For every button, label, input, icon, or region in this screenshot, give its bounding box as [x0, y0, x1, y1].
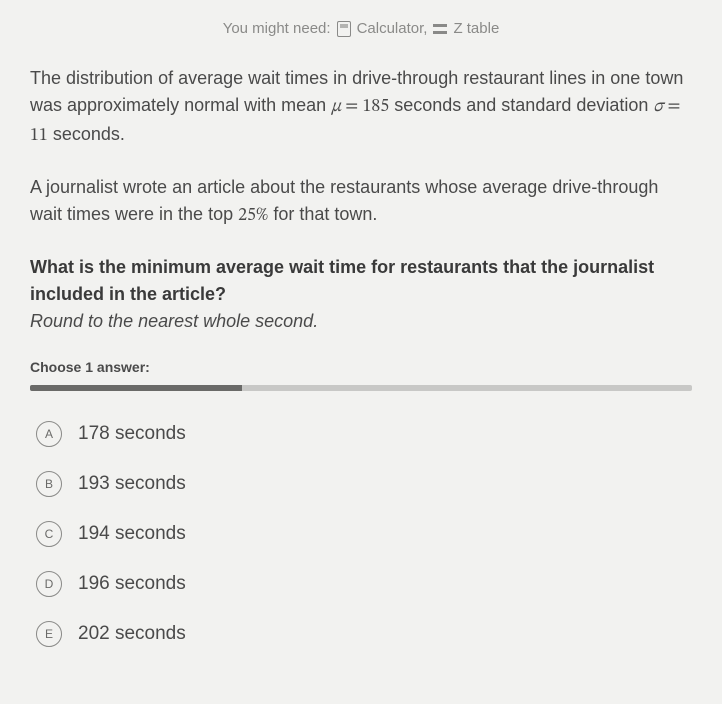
choice-d[interactable]: D 196 seconds [30, 559, 692, 609]
progress-bar [30, 385, 692, 391]
question-text: What is the minimum average wait time fo… [30, 257, 654, 304]
eq1: = [341, 98, 362, 116]
choice-text-e: 202 seconds [78, 623, 186, 645]
eq2: = [663, 98, 680, 116]
choice-e[interactable]: E 202 seconds [30, 609, 692, 659]
problem-paragraph-1: The distribution of average wait times i… [30, 65, 692, 150]
hint-calculator-link[interactable]: Calculator, [357, 20, 428, 37]
choice-text-a: 178 seconds [78, 423, 186, 445]
p2-text-b: for that town. [268, 204, 377, 224]
hint-ztable-link[interactable]: Z table [453, 20, 499, 37]
percent-value: 25% [238, 207, 268, 225]
problem-paragraph-2: A journalist wrote an article about the … [30, 174, 692, 230]
choice-letter-c: C [36, 521, 62, 547]
mean-value: 185 [362, 98, 389, 116]
ztable-icon[interactable] [433, 23, 447, 35]
choice-a[interactable]: A 178 seconds [30, 409, 692, 459]
choice-text-b: 193 seconds [78, 473, 186, 495]
p1-text-c: seconds. [48, 124, 125, 144]
choices-group: A 178 seconds B 193 seconds C 194 second… [30, 409, 692, 659]
choice-b[interactable]: B 193 seconds [30, 459, 692, 509]
choose-label: Choose 1 answer: [30, 359, 692, 375]
sd-value: 11 [30, 127, 48, 145]
p1-text-b: seconds and standard deviation [389, 95, 653, 115]
choice-letter-a: A [36, 421, 62, 447]
sigma-symbol: σ [653, 98, 663, 116]
mu-symbol: μ [331, 98, 341, 116]
hint-prefix: You might need: [223, 20, 331, 37]
choice-letter-b: B [36, 471, 62, 497]
calculator-icon[interactable] [337, 21, 351, 37]
choice-text-d: 196 seconds [78, 573, 186, 595]
rounding-instruction: Round to the nearest whole second. [30, 311, 318, 331]
hint-row: You might need: Calculator, Z table [30, 20, 692, 37]
question-paragraph: What is the minimum average wait time fo… [30, 254, 692, 335]
choice-c[interactable]: C 194 seconds [30, 509, 692, 559]
choice-text-c: 194 seconds [78, 523, 186, 545]
choice-letter-d: D [36, 571, 62, 597]
choice-letter-e: E [36, 621, 62, 647]
